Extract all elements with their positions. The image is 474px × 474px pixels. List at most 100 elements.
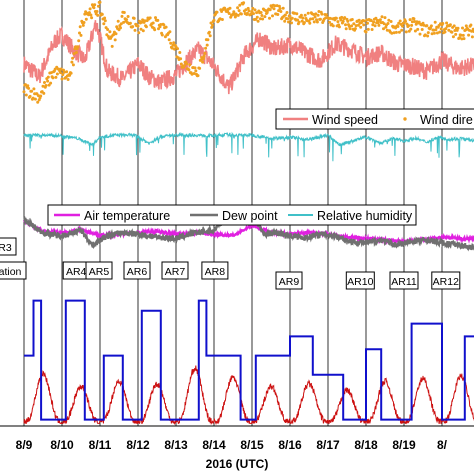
blue-step-line bbox=[24, 299, 474, 421]
wind-direction-point bbox=[66, 78, 70, 81]
wind-direction-point bbox=[259, 11, 263, 14]
wind-direction-point bbox=[139, 27, 143, 31]
wind-direction-point bbox=[188, 63, 192, 67]
wind-direction-point bbox=[167, 38, 171, 42]
wind-direction-point bbox=[120, 14, 124, 18]
wind-direction-point bbox=[84, 10, 88, 14]
wind-direction-point bbox=[340, 15, 344, 19]
wind-direction-point bbox=[306, 11, 310, 15]
wind-direction-point bbox=[131, 25, 135, 29]
wind-direction-point bbox=[341, 19, 345, 23]
wind-direction-point bbox=[313, 15, 317, 19]
wind-direction-point bbox=[74, 51, 78, 54]
wind-direction-point bbox=[256, 19, 260, 23]
wind-direction-point bbox=[461, 26, 464, 30]
wind-direction-point bbox=[43, 81, 46, 84]
wind-direction-point bbox=[441, 22, 445, 25]
ar-label-box bbox=[0, 237, 17, 256]
wind-direction-point bbox=[178, 51, 182, 54]
wind-direction-point bbox=[397, 30, 401, 34]
wind-direction-point bbox=[382, 27, 385, 31]
wind-direction-point bbox=[370, 28, 374, 31]
wind-direction-point bbox=[268, 16, 271, 20]
wind-direction-point bbox=[41, 84, 45, 88]
wind-direction-point bbox=[425, 24, 429, 28]
wind-direction-point bbox=[392, 31, 396, 35]
ar-label-text: AR9 bbox=[279, 276, 300, 288]
wind-direction-point bbox=[212, 18, 216, 22]
wind-direction-point bbox=[331, 24, 335, 28]
wind-direction-point bbox=[350, 24, 354, 28]
wind-direction-point bbox=[302, 21, 306, 25]
x-axis-title: 2016 (UTC) bbox=[206, 457, 269, 471]
wind-direction-point bbox=[394, 26, 398, 30]
wind-direction-point bbox=[24, 83, 27, 87]
wind-direction-point bbox=[182, 64, 186, 68]
wind-direction-point bbox=[125, 18, 129, 22]
wind-direction-point bbox=[61, 73, 65, 77]
wind-direction-point bbox=[350, 18, 354, 21]
wind-direction-point bbox=[97, 4, 100, 8]
wind-direction-point bbox=[408, 18, 412, 22]
wind-direction-point bbox=[432, 28, 436, 32]
wind-direction-point bbox=[144, 25, 148, 29]
wind-direction-point bbox=[469, 23, 473, 27]
wind-direction-point bbox=[244, 8, 248, 12]
ar-label-box bbox=[431, 271, 461, 290]
wind-direction-point bbox=[103, 16, 107, 20]
wind-direction-point bbox=[32, 87, 36, 91]
wind-direction-point bbox=[77, 39, 81, 43]
wind-direction-point bbox=[255, 11, 259, 15]
ar-label-box bbox=[0, 261, 27, 280]
wind-direction-point bbox=[404, 19, 407, 23]
wind-direction-point bbox=[44, 84, 48, 87]
wind-direction-point bbox=[254, 17, 258, 21]
wind-direction-point bbox=[252, 12, 255, 16]
wind-direction-point bbox=[207, 30, 211, 34]
wind-direction-point bbox=[173, 47, 176, 51]
wind-direction-point bbox=[253, 8, 257, 12]
wind-direction-point bbox=[114, 32, 118, 36]
wind-direction-point bbox=[438, 30, 442, 34]
wind-direction-point bbox=[344, 27, 348, 31]
wind-direction-point bbox=[461, 33, 465, 37]
wind-direction-point bbox=[30, 89, 34, 93]
wind-direction-point bbox=[308, 21, 312, 25]
wind-direction-point bbox=[373, 24, 377, 28]
wind-direction-point bbox=[70, 60, 74, 64]
x-tick-label: 8/18 bbox=[354, 438, 378, 452]
wind-direction-series bbox=[22, 0, 474, 104]
wind-direction-point bbox=[371, 23, 375, 27]
wind-direction-point bbox=[398, 19, 402, 23]
ar-label-box bbox=[161, 261, 189, 280]
wind-direction-point bbox=[157, 27, 160, 31]
wind-direction-point bbox=[467, 33, 471, 37]
wind-direction-point bbox=[443, 30, 447, 34]
wind-direction-point bbox=[400, 28, 404, 32]
wind-direction-point bbox=[119, 26, 122, 30]
wind-direction-point bbox=[354, 24, 358, 28]
wind-direction-point bbox=[246, 6, 250, 10]
wind-direction-point bbox=[113, 38, 117, 42]
wind-direction-point bbox=[429, 24, 433, 28]
wind-direction-point bbox=[65, 70, 69, 74]
wind-speed-line bbox=[23, 20, 474, 95]
wind-direction-point bbox=[79, 33, 83, 37]
ar-annotations: R3 ation AR4 AR5 AR6 AR7 AR8 AR9 AR10 AR11 AR12 bbox=[0, 237, 461, 290]
wind-direction-point bbox=[385, 28, 389, 32]
wind-direction-point bbox=[417, 20, 421, 24]
ar-label-text: AR5 bbox=[89, 266, 110, 278]
wind-direction-point bbox=[396, 25, 400, 28]
wind-direction-point bbox=[54, 75, 58, 79]
wind-direction-point bbox=[297, 20, 301, 24]
wind-direction-point bbox=[445, 21, 449, 25]
wind-direction-point bbox=[309, 17, 312, 21]
wind-direction-point bbox=[255, 15, 259, 19]
wind-direction-point bbox=[423, 33, 427, 37]
wind-direction-point bbox=[311, 17, 315, 21]
wind-direction-point bbox=[389, 20, 393, 23]
wind-direction-point bbox=[238, 3, 242, 7]
wind-direction-point bbox=[128, 21, 132, 25]
legend-dew-point-label: Dew point bbox=[222, 209, 278, 223]
